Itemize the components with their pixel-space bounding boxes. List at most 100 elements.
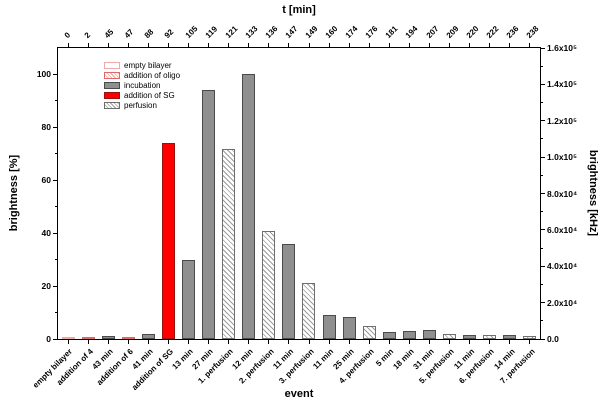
right-tick-label: 1.4x10⁵ — [547, 79, 577, 90]
legend-label: addition of SG — [124, 91, 175, 100]
left-tick-label: 20 — [41, 281, 51, 292]
bottom-tick — [489, 339, 491, 344]
bar — [402, 331, 416, 339]
bar — [81, 336, 95, 339]
left-tick — [53, 73, 58, 75]
right-tick — [540, 193, 545, 194]
legend-label: addition of oligo — [124, 71, 181, 80]
bottom-tick — [449, 339, 451, 344]
top-tick — [288, 43, 290, 48]
top-tick — [308, 43, 310, 48]
bar — [342, 316, 356, 339]
legend-swatch-perfusion — [104, 102, 120, 109]
right-tick-label: 4.0x10⁴ — [547, 261, 578, 272]
top-tick — [489, 43, 491, 48]
bottom-tick — [429, 339, 431, 344]
left-tick-label: 100 — [36, 69, 51, 80]
bar — [523, 336, 537, 339]
left-tick — [53, 232, 58, 234]
top-tick — [388, 43, 390, 48]
bottom-tick — [408, 339, 410, 344]
bar — [242, 74, 256, 339]
bar — [222, 148, 236, 339]
legend-item: incubation — [104, 81, 180, 90]
bottom-tick-label-text: 11 min — [311, 347, 336, 371]
right-tick-label: 6.0x10⁴ — [547, 224, 578, 235]
bars — [58, 48, 540, 339]
top-tick — [188, 43, 190, 48]
bar — [322, 315, 336, 339]
top-tick-label-text: 147 — [283, 24, 300, 40]
bottom-tick — [288, 339, 290, 344]
bottom-tick — [87, 339, 89, 344]
top-tick — [87, 43, 89, 48]
right-tick — [540, 302, 545, 304]
bar — [262, 230, 276, 339]
bottom-tick — [509, 339, 511, 344]
top-tick — [449, 43, 451, 48]
left-minor-tick — [55, 259, 58, 261]
top-tick — [408, 43, 410, 48]
top-tick — [248, 43, 250, 48]
left-tick — [53, 126, 58, 128]
legend-swatch-sg — [104, 92, 120, 99]
right-tick-label: 2.0x10⁴ — [547, 297, 578, 308]
bottom-tick — [368, 339, 370, 344]
top-tick-label-text: 174 — [343, 24, 360, 40]
left-tick — [53, 338, 58, 340]
bottom-tick — [529, 339, 531, 344]
right-axis-title: brightness [kHz] — [587, 149, 599, 237]
top-tick-label-text: 88 — [143, 27, 156, 40]
bar — [101, 335, 115, 339]
top-tick — [328, 43, 330, 48]
legend-label: incubation — [124, 81, 161, 90]
top-tick-label-text: 181 — [384, 24, 400, 40]
right-minor-tick — [540, 247, 543, 249]
legend-label: empty bilayer — [124, 61, 172, 70]
bar — [483, 335, 497, 339]
legend-item: perfusion — [104, 101, 180, 110]
top-tick — [147, 43, 149, 48]
left-tick-label: 0 — [46, 334, 51, 344]
top-tick — [529, 43, 531, 48]
right-tick-label: 1.6x10⁵ — [547, 43, 577, 53]
legend-swatch-empty — [104, 62, 120, 69]
bottom-tick — [147, 339, 149, 344]
left-tick — [53, 179, 58, 181]
bar — [422, 329, 436, 339]
top-tick-label-text: 133 — [243, 24, 260, 40]
bar — [382, 332, 396, 339]
top-tick — [469, 43, 471, 48]
left-tick — [53, 285, 58, 287]
bar — [282, 243, 296, 339]
bar — [443, 333, 457, 339]
right-tick — [540, 83, 545, 85]
top-tick-label-text: 222 — [484, 24, 501, 40]
bottom-tick — [228, 339, 230, 344]
right-tick-label: 1.2x10⁵ — [547, 115, 577, 126]
right-minor-tick — [540, 211, 543, 213]
right-tick-label: 0.0 — [547, 334, 559, 344]
top-tick-label-text: 236 — [504, 24, 521, 40]
top-tick — [268, 43, 270, 48]
top-tick-label-text: 2 — [82, 30, 93, 40]
top-tick-label-text: 160 — [323, 24, 340, 40]
bottom-tick — [127, 339, 129, 344]
left-minor-tick — [55, 153, 58, 155]
top-tick — [429, 43, 431, 48]
bar — [182, 259, 195, 339]
right-tick-label: 1.0x10⁵ — [547, 152, 577, 163]
bottom-tick — [469, 339, 471, 344]
top-tick-label-text: 45 — [102, 27, 116, 40]
top-tick-label-text: 0 — [62, 30, 73, 40]
right-tick-label: 8.0x10⁴ — [547, 188, 578, 199]
bottom-tick-labels: empty bilayer addition of 4 43 min addition… — [32, 341, 540, 401]
left-minor-tick — [55, 312, 58, 314]
right-minor-tick — [540, 138, 543, 140]
bottom-tick — [308, 339, 310, 344]
legend-label: perfusion — [124, 101, 157, 110]
right-minor-tick — [540, 65, 543, 67]
bottom-tick — [248, 339, 250, 344]
right-tick — [540, 338, 545, 340]
